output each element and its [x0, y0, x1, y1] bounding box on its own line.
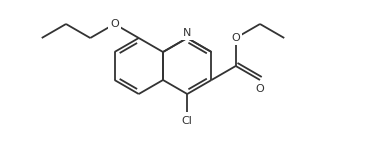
Text: O: O: [110, 19, 119, 29]
Text: O: O: [231, 33, 240, 43]
Text: O: O: [255, 84, 264, 94]
Text: Cl: Cl: [182, 116, 193, 126]
Text: N: N: [183, 28, 191, 38]
